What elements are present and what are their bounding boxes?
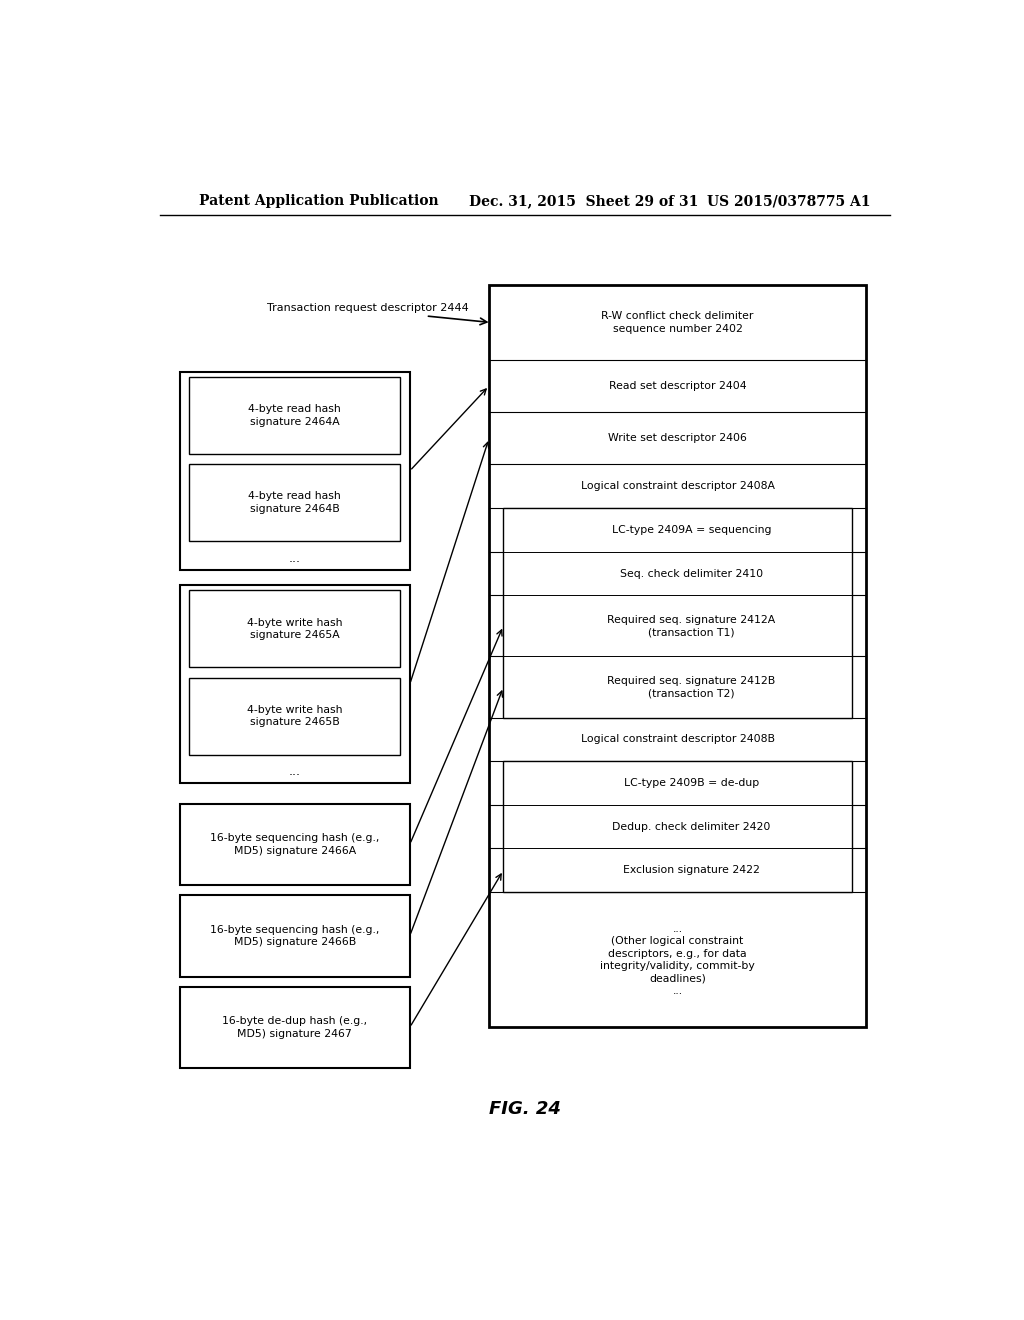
Text: 16-byte sequencing hash (e.g.,
MD5) signature 2466B: 16-byte sequencing hash (e.g., MD5) sign… xyxy=(210,925,379,948)
Bar xyxy=(504,508,852,718)
Text: Dec. 31, 2015  Sheet 29 of 31: Dec. 31, 2015 Sheet 29 of 31 xyxy=(469,194,698,209)
Bar xyxy=(189,677,400,755)
Text: R-W conflict check delimiter
sequence number 2402: R-W conflict check delimiter sequence nu… xyxy=(601,312,754,334)
Text: ...: ... xyxy=(289,552,301,565)
Text: 16-byte de-dup hash (e.g.,
MD5) signature 2467: 16-byte de-dup hash (e.g., MD5) signatur… xyxy=(222,1016,368,1039)
Bar xyxy=(179,372,410,570)
Text: Patent Application Publication: Patent Application Publication xyxy=(200,194,439,209)
Text: Required seq. signature 2412B
(transaction T2): Required seq. signature 2412B (transacti… xyxy=(607,676,775,698)
Text: US 2015/0378775 A1: US 2015/0378775 A1 xyxy=(708,194,870,209)
Text: Transaction request descriptor 2444: Transaction request descriptor 2444 xyxy=(267,302,469,313)
Text: 16-byte sequencing hash (e.g.,
MD5) signature 2466A: 16-byte sequencing hash (e.g., MD5) sign… xyxy=(210,833,379,855)
Text: Exclusion signature 2422: Exclusion signature 2422 xyxy=(623,866,760,875)
Text: Logical constraint descriptor 2408A: Logical constraint descriptor 2408A xyxy=(581,482,774,491)
Text: LC-type 2409B = de-dup: LC-type 2409B = de-dup xyxy=(624,777,759,788)
Text: ...: ... xyxy=(289,766,301,777)
Text: Logical constraint descriptor 2408B: Logical constraint descriptor 2408B xyxy=(581,734,774,744)
Text: 4-byte write hash
signature 2465A: 4-byte write hash signature 2465A xyxy=(247,618,342,640)
Bar xyxy=(504,762,852,892)
Text: Dedup. check delimiter 2420: Dedup. check delimiter 2420 xyxy=(612,821,771,832)
Bar xyxy=(189,465,400,541)
Bar xyxy=(179,895,410,977)
Text: FIG. 24: FIG. 24 xyxy=(488,1100,561,1118)
Text: 4-byte write hash
signature 2465B: 4-byte write hash signature 2465B xyxy=(247,705,342,727)
Text: 4-byte read hash
signature 2464B: 4-byte read hash signature 2464B xyxy=(248,491,341,513)
Bar xyxy=(489,285,866,1027)
Text: Required seq. signature 2412A
(transaction T1): Required seq. signature 2412A (transacti… xyxy=(607,615,775,638)
Bar xyxy=(189,378,400,454)
Bar xyxy=(179,585,410,784)
Bar xyxy=(189,590,400,668)
Text: Read set descriptor 2404: Read set descriptor 2404 xyxy=(608,381,746,391)
Text: Write set descriptor 2406: Write set descriptor 2406 xyxy=(608,433,746,444)
Text: Seq. check delimiter 2410: Seq. check delimiter 2410 xyxy=(620,569,763,578)
Text: ...
(Other logical constraint
descriptors, e.g., for data
integrity/validity, co: ... (Other logical constraint descriptor… xyxy=(600,924,755,995)
Bar xyxy=(179,987,410,1068)
Bar xyxy=(179,804,410,886)
Text: 4-byte read hash
signature 2464A: 4-byte read hash signature 2464A xyxy=(248,404,341,426)
Text: LC-type 2409A = sequencing: LC-type 2409A = sequencing xyxy=(611,525,771,535)
